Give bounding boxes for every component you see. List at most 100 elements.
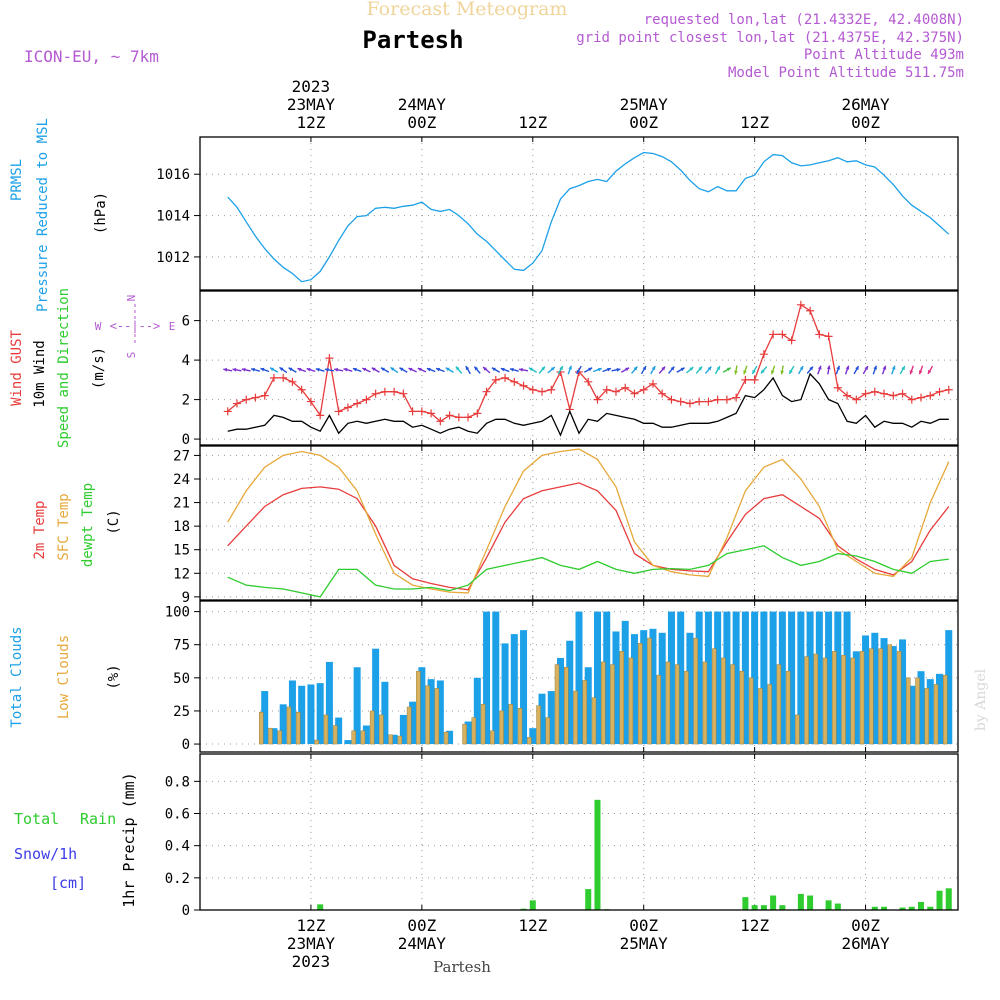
low-cloud-bar bbox=[397, 735, 403, 745]
low-cloud-bar bbox=[508, 704, 514, 745]
low-cloud-bar bbox=[628, 657, 634, 745]
gust-point bbox=[778, 330, 787, 339]
wind-arrow-head bbox=[483, 367, 488, 371]
gust-point bbox=[417, 407, 426, 416]
wind-arrow-head bbox=[633, 366, 638, 371]
gust-point bbox=[334, 407, 343, 416]
low-cloud-bar bbox=[943, 674, 948, 745]
gust-point bbox=[611, 387, 620, 396]
gust-point bbox=[260, 391, 269, 400]
total-cloud-bar bbox=[270, 728, 278, 745]
total-cloud-bar bbox=[575, 611, 583, 745]
wind-gust-label: Wind GUST bbox=[9, 330, 25, 406]
low-cloud-bar bbox=[573, 690, 578, 745]
gust-point bbox=[427, 409, 436, 418]
pressure-ytick-label: 1012 bbox=[156, 250, 190, 266]
gust-point bbox=[353, 399, 362, 408]
low-cloud-bar bbox=[656, 674, 661, 745]
wind-arrow-head bbox=[315, 367, 320, 372]
wind-arrow-head bbox=[670, 366, 675, 371]
time-label: 25MAY bbox=[620, 934, 669, 953]
low-cloud-bar bbox=[388, 734, 393, 745]
low-cloud-bar bbox=[434, 688, 440, 745]
low-cloud-bar bbox=[332, 725, 338, 745]
wind-arrow-head bbox=[689, 367, 694, 371]
total-cloud-bar bbox=[640, 630, 648, 745]
time-label: 25MAY bbox=[620, 95, 669, 114]
rain-bar bbox=[797, 893, 804, 910]
gust-point bbox=[944, 385, 953, 394]
gust-point bbox=[713, 395, 722, 404]
low-cloud-bar bbox=[268, 727, 273, 745]
compass-n: N bbox=[125, 295, 138, 302]
wind-arrow-head bbox=[491, 367, 496, 372]
low-cloud-bar bbox=[869, 648, 874, 745]
low-cloud-bar bbox=[887, 644, 893, 745]
gust-point bbox=[491, 375, 500, 384]
rain-bar bbox=[529, 900, 536, 910]
rain-bar bbox=[881, 906, 888, 910]
time-label: 12Z bbox=[518, 916, 547, 935]
low-cloud-bar bbox=[258, 712, 264, 745]
low-cloud-bar bbox=[767, 684, 772, 745]
gust-point bbox=[722, 395, 731, 404]
total-cloud-bar bbox=[714, 611, 722, 745]
gust-point bbox=[223, 407, 232, 416]
gust-point bbox=[454, 413, 463, 422]
total-cloud-bar bbox=[436, 680, 444, 745]
gust-point bbox=[584, 377, 593, 386]
precip-ytick-label: 0.8 bbox=[165, 774, 190, 790]
wind-arrow-head bbox=[588, 367, 593, 372]
low-cloud-bar bbox=[924, 688, 930, 745]
wind-arrow-head bbox=[780, 370, 785, 375]
wind-arrow-head bbox=[698, 366, 703, 371]
total-cloud-bar bbox=[307, 684, 315, 745]
low-cloud-bar bbox=[536, 705, 541, 745]
low-cloud-bar bbox=[674, 664, 680, 745]
wind-ytick-label: 4 bbox=[182, 353, 190, 369]
wind-arrow-head bbox=[352, 367, 357, 372]
time-label: 00Z bbox=[407, 113, 436, 132]
pressure-ytick-label: 1014 bbox=[156, 209, 190, 225]
total-cloud-bar bbox=[362, 725, 370, 745]
time-label: 00Z bbox=[851, 113, 880, 132]
wind-arrow-head bbox=[455, 366, 460, 371]
total-cloud-bar bbox=[852, 651, 860, 745]
total-cloud-bar bbox=[612, 631, 620, 745]
temp-ytick-label: 24 bbox=[173, 472, 190, 488]
compass-rose: N S W E <--|--> bbox=[95, 295, 176, 359]
low-cloud-bar bbox=[471, 717, 477, 745]
low-cloud-bar bbox=[351, 730, 356, 745]
total-cloud-bar bbox=[926, 679, 934, 745]
low-cloud-bar bbox=[906, 677, 911, 745]
total-cloud-bar bbox=[658, 632, 666, 745]
total-clouds-label: Total Clouds bbox=[9, 626, 25, 727]
gust-point bbox=[685, 399, 694, 408]
time-label: 23MAY bbox=[287, 95, 336, 114]
wind-series-1 bbox=[227, 372, 949, 437]
rain-bar bbox=[936, 890, 943, 910]
wind-arrow-head bbox=[607, 367, 611, 372]
total-cloud-bar bbox=[880, 638, 888, 745]
total-cloud-bar bbox=[603, 611, 611, 745]
gust-point bbox=[639, 385, 648, 394]
total-cloud-bar bbox=[760, 611, 768, 745]
low-cloud-bar bbox=[600, 661, 606, 745]
wind-arrow-head bbox=[426, 367, 431, 372]
temp-ytick-label: 21 bbox=[173, 496, 190, 512]
wind-arrow-head bbox=[855, 366, 859, 371]
rain-bar bbox=[918, 901, 925, 910]
clouds-ytick-label: 100 bbox=[165, 605, 190, 621]
total-cloud-bar bbox=[409, 701, 417, 745]
total-cloud-bar bbox=[871, 632, 879, 745]
gust-point bbox=[242, 395, 251, 404]
total-cloud-bar bbox=[381, 681, 389, 745]
total-cloud-bar bbox=[917, 671, 925, 745]
time-label: 12Z bbox=[518, 113, 547, 132]
low-cloud-bar bbox=[915, 677, 920, 745]
temp-ytick-label: 9 bbox=[182, 590, 190, 606]
wind-arrow-head bbox=[752, 369, 756, 374]
total-cloud-bar bbox=[741, 611, 749, 745]
gust-point bbox=[251, 393, 260, 402]
